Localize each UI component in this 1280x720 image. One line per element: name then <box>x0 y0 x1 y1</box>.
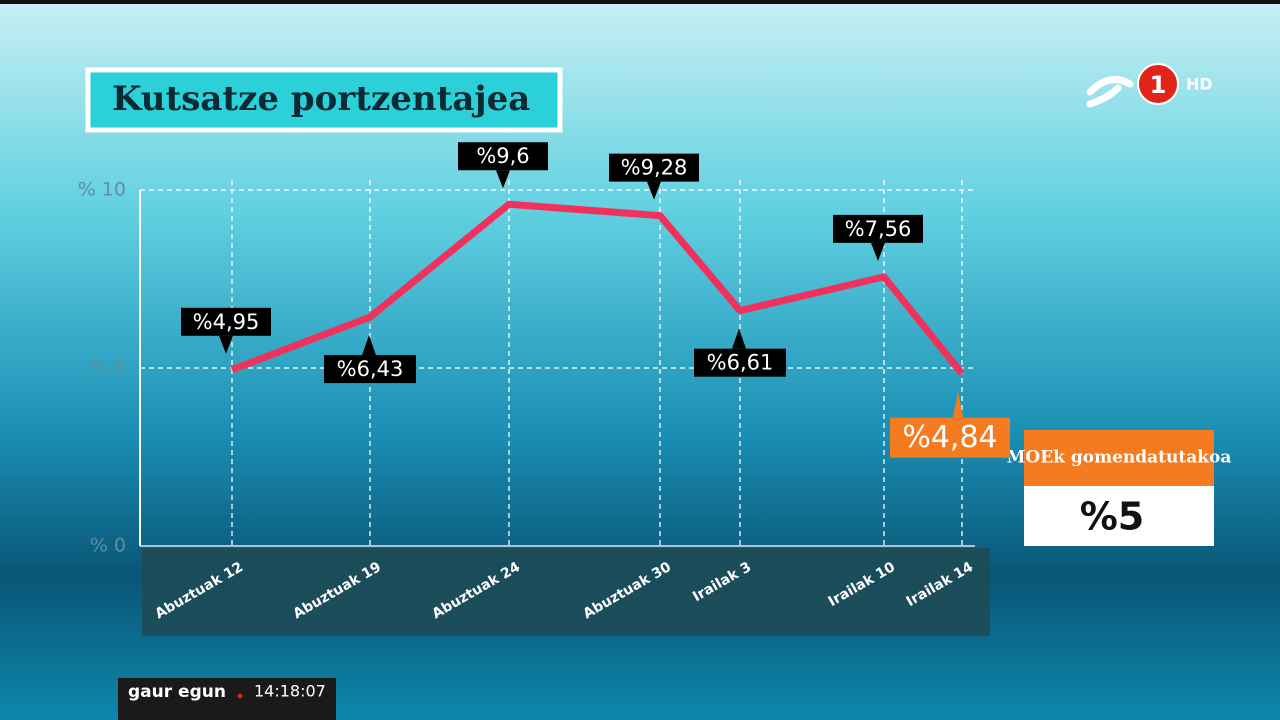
top-bar <box>0 0 1280 4</box>
value-label-box <box>324 355 416 384</box>
value-label-box <box>833 214 923 243</box>
value-label: %9,6 <box>476 144 529 168</box>
channel-quality: HD <box>1186 75 1213 94</box>
value-label-pointer <box>952 391 964 422</box>
value-label: %9,28 <box>621 156 688 180</box>
logo-arc <box>1086 76 1134 96</box>
ticker-time: 14:18:07 <box>254 682 326 701</box>
x-axis-band <box>142 548 990 636</box>
value-label: %4,84 <box>902 420 997 455</box>
ticker-box <box>118 678 336 720</box>
value-label-box <box>694 348 786 377</box>
value-label-box <box>181 307 271 336</box>
value-label-pointer <box>647 181 661 200</box>
line <box>230 200 965 376</box>
reference-label: %5 <box>1080 495 1145 539</box>
logo-arc <box>1086 84 1122 108</box>
title-box <box>85 67 563 133</box>
value-label-box <box>458 142 548 171</box>
reference-title: MOEk gomendatutakoa <box>1007 448 1232 468</box>
reference-body <box>1024 486 1214 546</box>
value-label-box <box>609 153 699 182</box>
value-label-pointer <box>496 170 510 189</box>
chart-title: Kutsatze portzentajea <box>112 79 530 119</box>
value-label: %4,95 <box>193 310 260 334</box>
y-tick-label: % 5 <box>90 357 126 379</box>
channel-number: 1 <box>1150 71 1167 99</box>
value-label-pointer <box>362 335 376 356</box>
value-label-pointer <box>732 328 746 349</box>
y-tick-label: % 10 <box>78 179 126 201</box>
value-label: %6,43 <box>337 357 404 381</box>
ticker-program: gaur egun <box>128 682 226 702</box>
value-label: %7,56 <box>845 217 912 241</box>
logo-circle <box>1137 63 1179 105</box>
value-label-pointer <box>219 335 233 354</box>
value-label: %6,61 <box>707 351 774 375</box>
reference-header <box>1024 430 1214 486</box>
y-tick-label: % 0 <box>90 535 126 557</box>
value-label-pointer <box>871 242 885 261</box>
ticker-dot <box>237 693 243 699</box>
logo: 1 HD <box>1086 63 1213 108</box>
value-label-box <box>890 417 1010 458</box>
